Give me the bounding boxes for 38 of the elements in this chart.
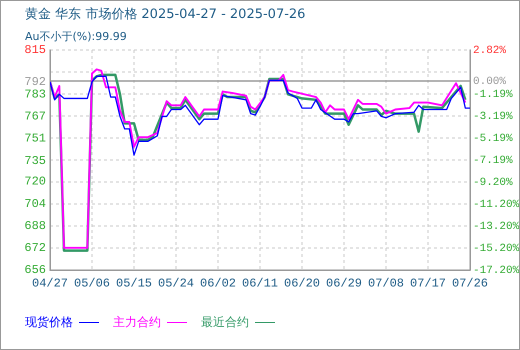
legend-label: 最近合约 <box>201 315 249 329</box>
y2-tick-label: -15.20% <box>473 242 520 255</box>
x-tick-label: 06/11 <box>242 276 278 290</box>
x-tick-label: 05/06 <box>74 276 110 290</box>
y-tick-label: 735 <box>24 154 46 168</box>
y-tick-label: 672 <box>24 241 46 256</box>
x-tick-label: 04/27 <box>32 276 68 290</box>
y2-tick-label: -1.19% <box>473 88 514 101</box>
x-tick-label: 06/29 <box>326 276 362 290</box>
x-tick-label: 07/08 <box>368 276 404 290</box>
y2-tick-label: -5.19% <box>473 132 514 145</box>
y2-tick-label: -3.19% <box>473 110 514 123</box>
y2-tick-label: -7.19% <box>473 154 514 167</box>
legend-label: 现货价格 <box>25 315 73 329</box>
y-tick-label: 783 <box>24 87 46 102</box>
x-tick-label: 05/24 <box>158 276 194 290</box>
y-tick-label: 815 <box>24 43 46 58</box>
x-tick-label: 06/02 <box>200 276 236 290</box>
y2-tick-label: -13.20% <box>473 220 520 233</box>
chart-title: 黄金 华东 市场价格 2025-04-27 - 2025-07-26 <box>25 6 306 23</box>
y-tick-label: 688 <box>24 218 46 233</box>
y-tick-label: 792 <box>24 74 46 89</box>
y-tick-label: 656 <box>24 263 46 278</box>
y-tick-label: 720 <box>24 174 46 189</box>
x-tick-label: 07/17 <box>410 276 446 290</box>
y2-tick-label: 2.82% <box>473 44 506 57</box>
y2-tick-label: -9.20% <box>473 176 514 189</box>
x-tick-label: 05/15 <box>116 276 152 290</box>
y2-tick-label: -17.20% <box>473 264 520 277</box>
y-tick-label: 751 <box>24 132 46 146</box>
chart-subtitle: Au不小于(%):99.99 <box>25 29 127 44</box>
legend-label: 主力合约 <box>113 315 161 329</box>
y-tick-label: 767 <box>24 110 46 124</box>
x-tick-label: 07/26 <box>452 276 488 290</box>
x-tick-label: 06/20 <box>284 276 320 290</box>
y2-tick-label: -11.20% <box>473 198 520 211</box>
y2-tick-label: 0.00% <box>473 76 506 88</box>
y-tick-label: 704 <box>24 196 46 211</box>
